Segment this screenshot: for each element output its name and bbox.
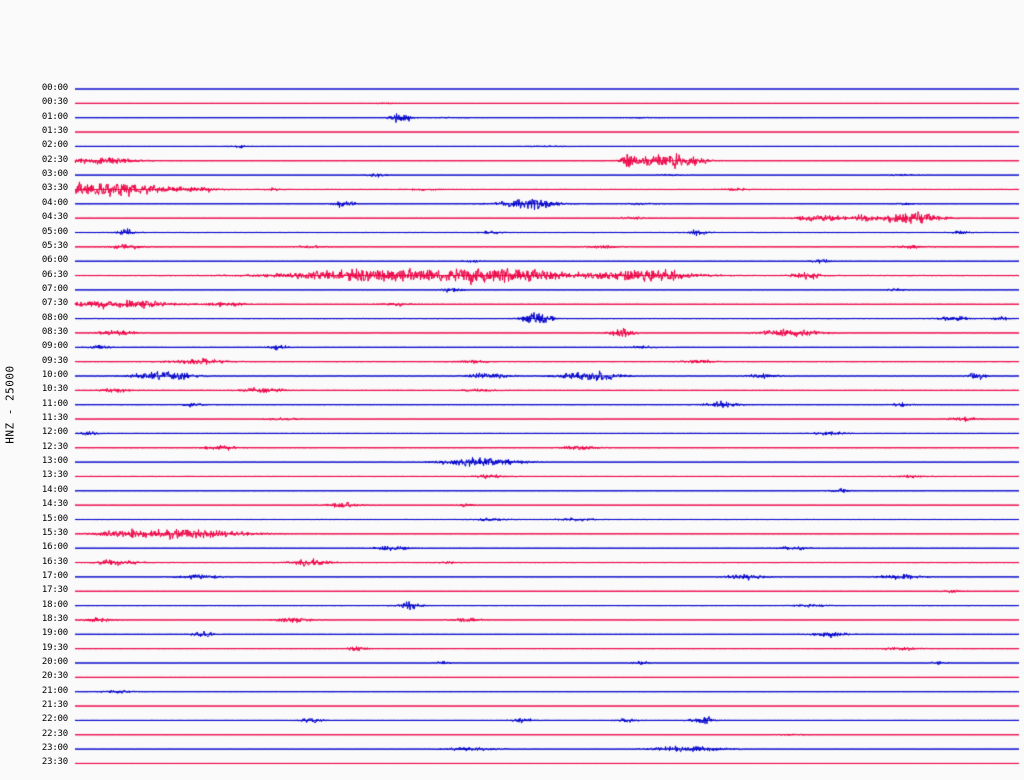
- time-label: 01:00: [41, 111, 68, 122]
- time-label: 21:30: [41, 700, 68, 711]
- time-label: 21:00: [41, 685, 68, 696]
- time-label: 04:30: [41, 212, 68, 223]
- time-label: 14:00: [41, 484, 68, 495]
- time-label: 22:30: [41, 728, 68, 739]
- time-label: 04:00: [41, 197, 68, 208]
- time-label: 22:00: [41, 714, 68, 725]
- time-label: 13:00: [41, 456, 68, 467]
- time-label: 00:00: [41, 83, 68, 93]
- time-label: 03:00: [41, 169, 68, 180]
- time-label: 05:30: [41, 240, 68, 251]
- time-label: 10:30: [41, 384, 68, 395]
- time-label: 05:00: [41, 226, 68, 237]
- time-label: 01:30: [41, 126, 68, 137]
- time-label: 12:00: [41, 427, 68, 438]
- time-axis-labels: 00:00 00:30 01:00 01:30 02:00 02:30 03:00 03:30…: [22, 0, 68, 780]
- time-label: 07:30: [41, 298, 68, 309]
- time-label: 20:00: [41, 657, 68, 667]
- time-label: 06:00: [41, 255, 68, 266]
- time-label: 11:00: [41, 398, 68, 409]
- time-label: 00:30: [41, 97, 68, 108]
- time-label: 15:00: [41, 513, 68, 524]
- time-label: 14:30: [41, 499, 68, 510]
- time-label: 16:00: [41, 542, 68, 553]
- time-label: 08:30: [41, 326, 68, 337]
- time-label: 09:00: [41, 341, 68, 352]
- time-label: 12:30: [41, 441, 68, 452]
- time-label: 20:30: [41, 671, 68, 682]
- time-label: 10:00: [41, 370, 68, 380]
- time-label: 07:00: [41, 283, 68, 294]
- time-label: 03:30: [41, 183, 68, 194]
- time-label: 02:00: [41, 140, 68, 151]
- time-label: 23:30: [41, 757, 68, 768]
- time-label: 17:00: [41, 570, 68, 581]
- time-label: 23:00: [41, 743, 68, 754]
- time-label: 06:30: [41, 269, 68, 280]
- time-label: 11:30: [41, 413, 68, 424]
- time-label: 19:00: [41, 628, 68, 639]
- time-label: 19:30: [41, 642, 68, 653]
- time-label: 18:00: [41, 599, 68, 610]
- time-label: 02:30: [41, 154, 68, 165]
- time-label: 17:30: [41, 585, 68, 596]
- time-label: 15:30: [41, 527, 68, 538]
- time-label: 09:30: [41, 355, 68, 366]
- time-label: 13:30: [41, 470, 68, 481]
- time-label: 08:00: [41, 312, 68, 323]
- time-label: 16:30: [41, 556, 68, 567]
- time-label: 18:30: [41, 613, 68, 624]
